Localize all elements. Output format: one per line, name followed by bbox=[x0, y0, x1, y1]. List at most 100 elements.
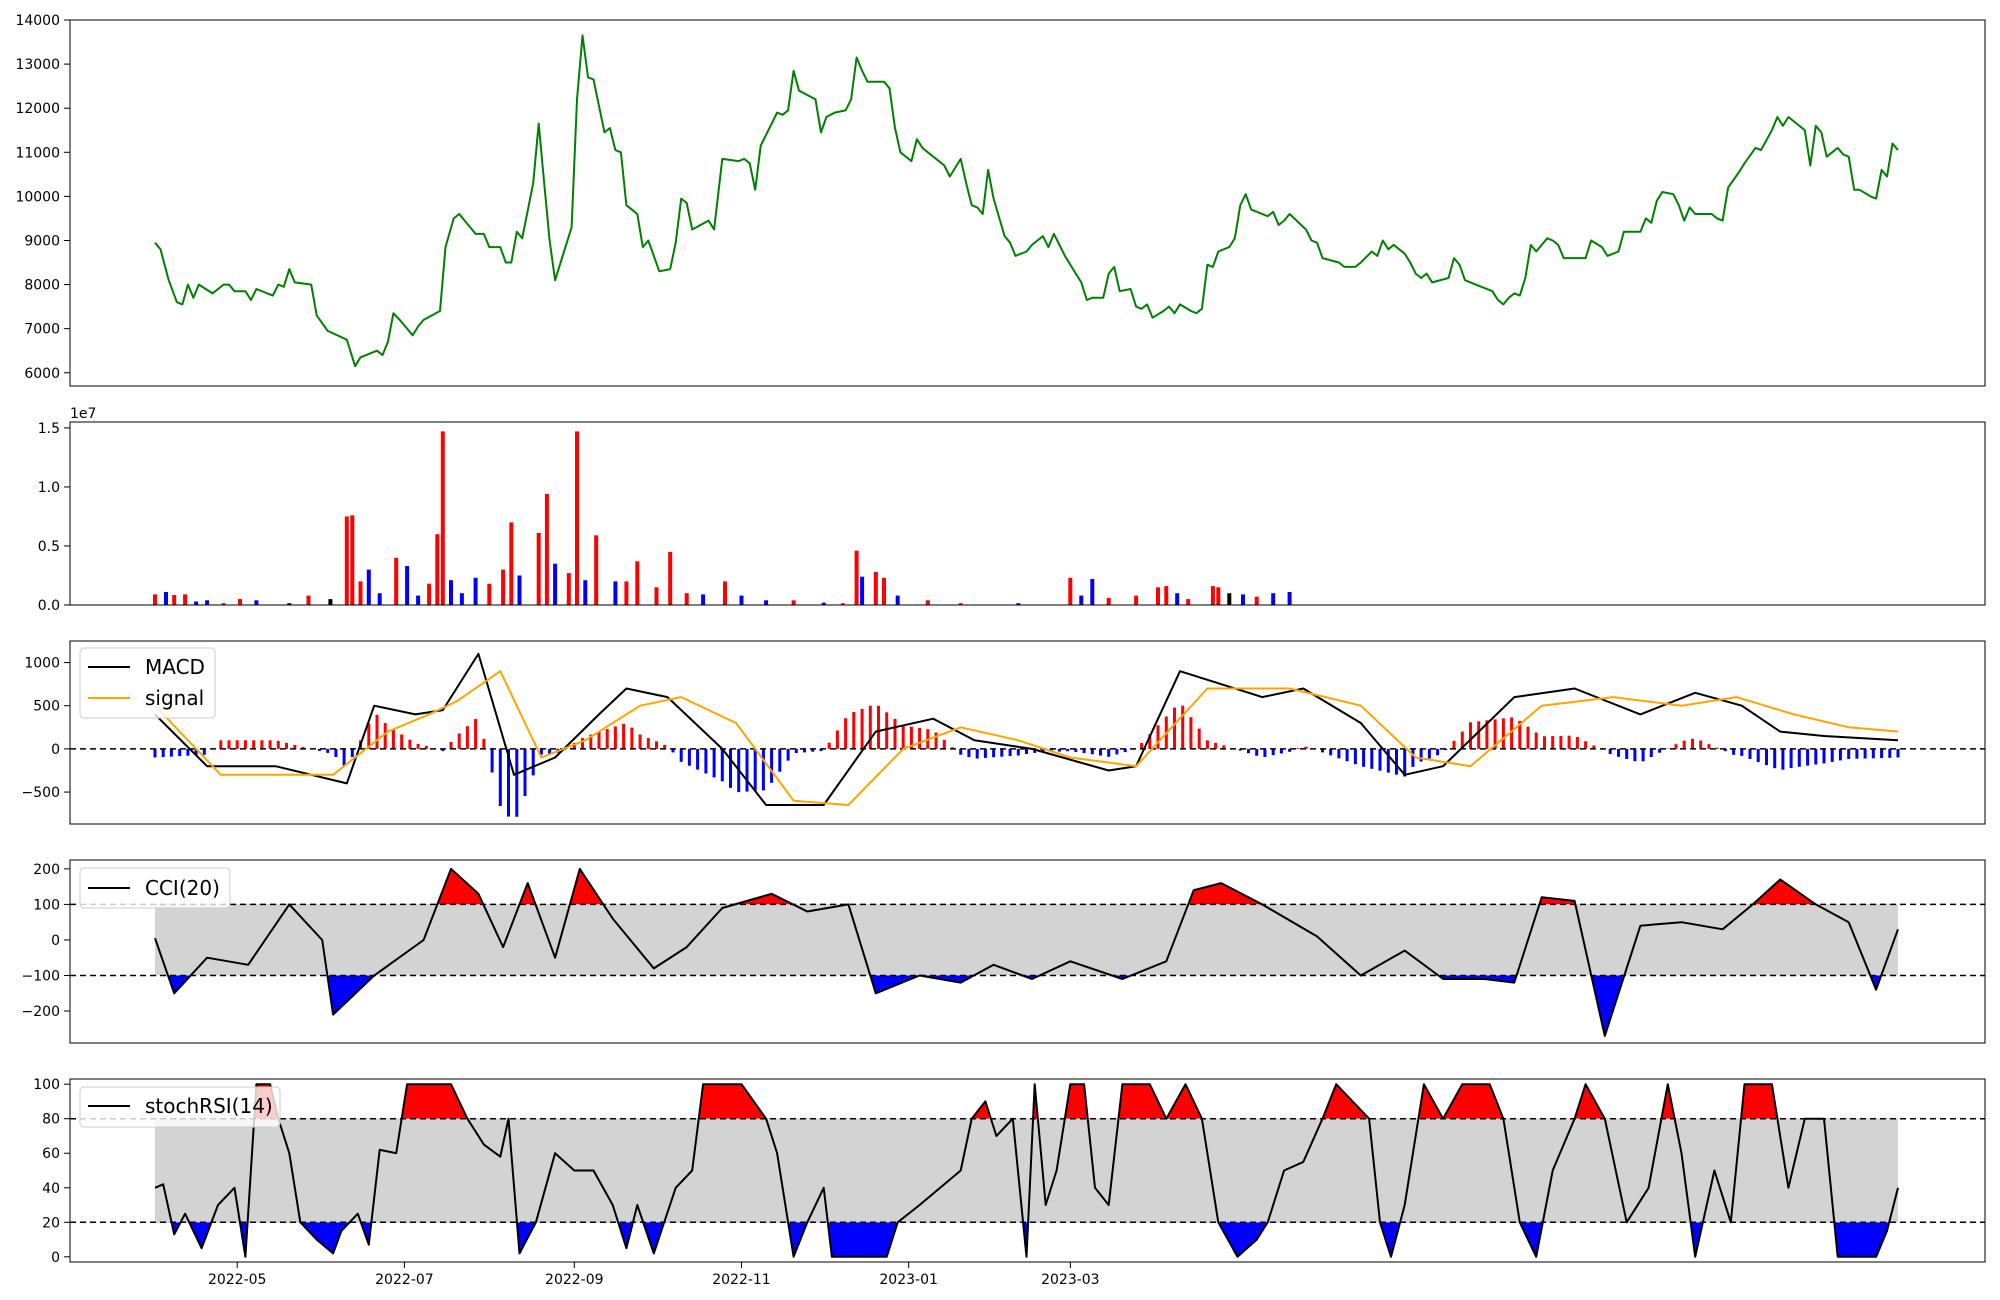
volume-bar bbox=[473, 577, 478, 605]
macd-histogram-bar bbox=[1057, 748, 1061, 752]
macd-histogram-bar bbox=[457, 733, 461, 749]
y-tick-label: 200 bbox=[33, 862, 60, 878]
macd-histogram-bar bbox=[219, 740, 223, 749]
macd-histogram-bar bbox=[811, 748, 815, 752]
macd-histogram-bar bbox=[1140, 743, 1144, 749]
macd-histogram-bar bbox=[852, 712, 856, 749]
volume-bar bbox=[1164, 586, 1169, 605]
macd-histogram-bar bbox=[1279, 748, 1283, 754]
macd-histogram-bar bbox=[1765, 748, 1768, 766]
macd-histogram-bar bbox=[400, 734, 404, 749]
macd-histogram-bar bbox=[1641, 748, 1645, 762]
macd-histogram-bar bbox=[786, 748, 790, 761]
volume-bar bbox=[821, 602, 826, 605]
cci-line bbox=[154, 867, 1899, 1037]
macd-histogram-bar bbox=[515, 748, 519, 817]
macd-histogram-bar bbox=[539, 748, 543, 755]
macd-axes-frame bbox=[69, 640, 1986, 825]
volume-bar bbox=[501, 569, 506, 605]
volume-bar bbox=[1210, 586, 1215, 605]
volume-bar bbox=[654, 587, 659, 605]
volume-bar bbox=[153, 594, 157, 605]
macd-histogram-bar bbox=[1723, 748, 1727, 752]
macd-histogram-bar bbox=[1329, 748, 1333, 756]
macd-histogram-bar bbox=[1732, 748, 1736, 755]
x-tick-label: 2022-05 bbox=[208, 1272, 267, 1288]
macd-histogram-bar bbox=[153, 748, 157, 758]
y-tick-label: 0 bbox=[51, 933, 60, 949]
volume-bar bbox=[873, 571, 878, 605]
volume-bar bbox=[723, 581, 727, 605]
macd-histogram-bar bbox=[1181, 705, 1185, 749]
legend-macd-label: MACD bbox=[145, 655, 205, 679]
stochrsi-legend: stochRSI(14) bbox=[79, 1086, 281, 1128]
macd-histogram-bar bbox=[663, 744, 667, 749]
volume-bar bbox=[1068, 577, 1073, 605]
macd-histogram-bar bbox=[909, 726, 913, 749]
macd-histogram-bar bbox=[1008, 748, 1012, 757]
volume-bar bbox=[583, 580, 588, 605]
macd-histogram-bar bbox=[1625, 748, 1629, 759]
macd-histogram-bar bbox=[465, 726, 469, 749]
macd-histogram-bar bbox=[1197, 728, 1201, 749]
macd-histogram-bar bbox=[778, 748, 782, 772]
price-panel: 6000 7000 8000 9000 10000 11000 12000 13000 1400… bbox=[15, 13, 1986, 387]
macd-histogram-bar bbox=[868, 705, 872, 749]
macd-histogram-bar bbox=[1419, 748, 1423, 762]
y-tick-label: 0 bbox=[51, 742, 60, 758]
y-tick-label: 100 bbox=[33, 1077, 60, 1093]
macd-histogram-bar bbox=[1691, 738, 1694, 749]
macd-histogram-bar bbox=[507, 748, 510, 817]
volume-bar bbox=[1186, 599, 1191, 605]
macd-histogram-bar bbox=[161, 748, 165, 758]
stochrsi-legend-box bbox=[79, 1086, 281, 1128]
y-tick-label: 20 bbox=[42, 1215, 60, 1231]
volume-panel: 0.0 0.5 1.0 1.5 1e7 bbox=[38, 406, 1986, 614]
macd-histogram-bar bbox=[827, 742, 831, 749]
macd-histogram-bar bbox=[1855, 748, 1859, 759]
volume-bar bbox=[536, 533, 541, 605]
macd-histogram-bar bbox=[1345, 748, 1349, 762]
macd-histogram-bar bbox=[720, 748, 724, 782]
macd-histogram-bar bbox=[1427, 748, 1431, 759]
volume-bar bbox=[306, 595, 311, 605]
volume-bar bbox=[358, 581, 363, 605]
x-tick-label: 2022-11 bbox=[712, 1272, 771, 1288]
price-line bbox=[154, 34, 1899, 368]
stochrsi-oversold-fill bbox=[171, 1222, 1890, 1257]
macd-histogram-bar bbox=[1189, 717, 1193, 749]
macd-histogram-bar bbox=[1797, 748, 1801, 767]
volume-bar bbox=[575, 431, 579, 605]
macd-histogram-bar bbox=[918, 727, 922, 749]
macd-histogram-bar bbox=[498, 748, 502, 806]
macd-histogram-bar bbox=[1066, 748, 1070, 752]
macd-histogram-bar bbox=[729, 748, 732, 788]
macd-histogram-bar bbox=[1501, 718, 1505, 749]
volume-bar bbox=[435, 534, 440, 605]
macd-histogram-bar bbox=[474, 719, 478, 749]
macd-histogram-bar bbox=[655, 741, 658, 749]
volume-bar bbox=[791, 600, 796, 605]
macd-histogram-bar bbox=[1378, 748, 1382, 771]
volume-bar bbox=[544, 494, 549, 605]
macd-histogram-bar bbox=[424, 746, 428, 749]
y-tick-label: 0.0 bbox=[38, 598, 60, 614]
macd-histogram-bar bbox=[416, 743, 420, 749]
macd-histogram-bar bbox=[794, 748, 798, 753]
volume-bar bbox=[221, 603, 226, 605]
legend-stochrsi-label: stochRSI(14) bbox=[145, 1094, 273, 1118]
volume-bar bbox=[1134, 595, 1139, 605]
y-tick-label: 1.5 bbox=[38, 421, 60, 437]
signal-line bbox=[154, 670, 1899, 806]
macd-histogram-bar bbox=[835, 730, 839, 749]
y-tick-label: −200 bbox=[22, 1004, 60, 1020]
macd-plot-area bbox=[70, 652, 1985, 817]
macd-histogram-bar bbox=[679, 748, 683, 762]
volume-bar bbox=[840, 603, 845, 605]
macd-histogram-bar bbox=[1543, 736, 1546, 749]
volume-bar bbox=[1079, 595, 1084, 605]
volume-bar bbox=[958, 603, 963, 605]
x-tick-label: 2022-09 bbox=[545, 1272, 604, 1288]
macd-histogram-bar bbox=[1288, 748, 1292, 752]
macd-histogram-bar bbox=[1674, 744, 1678, 749]
